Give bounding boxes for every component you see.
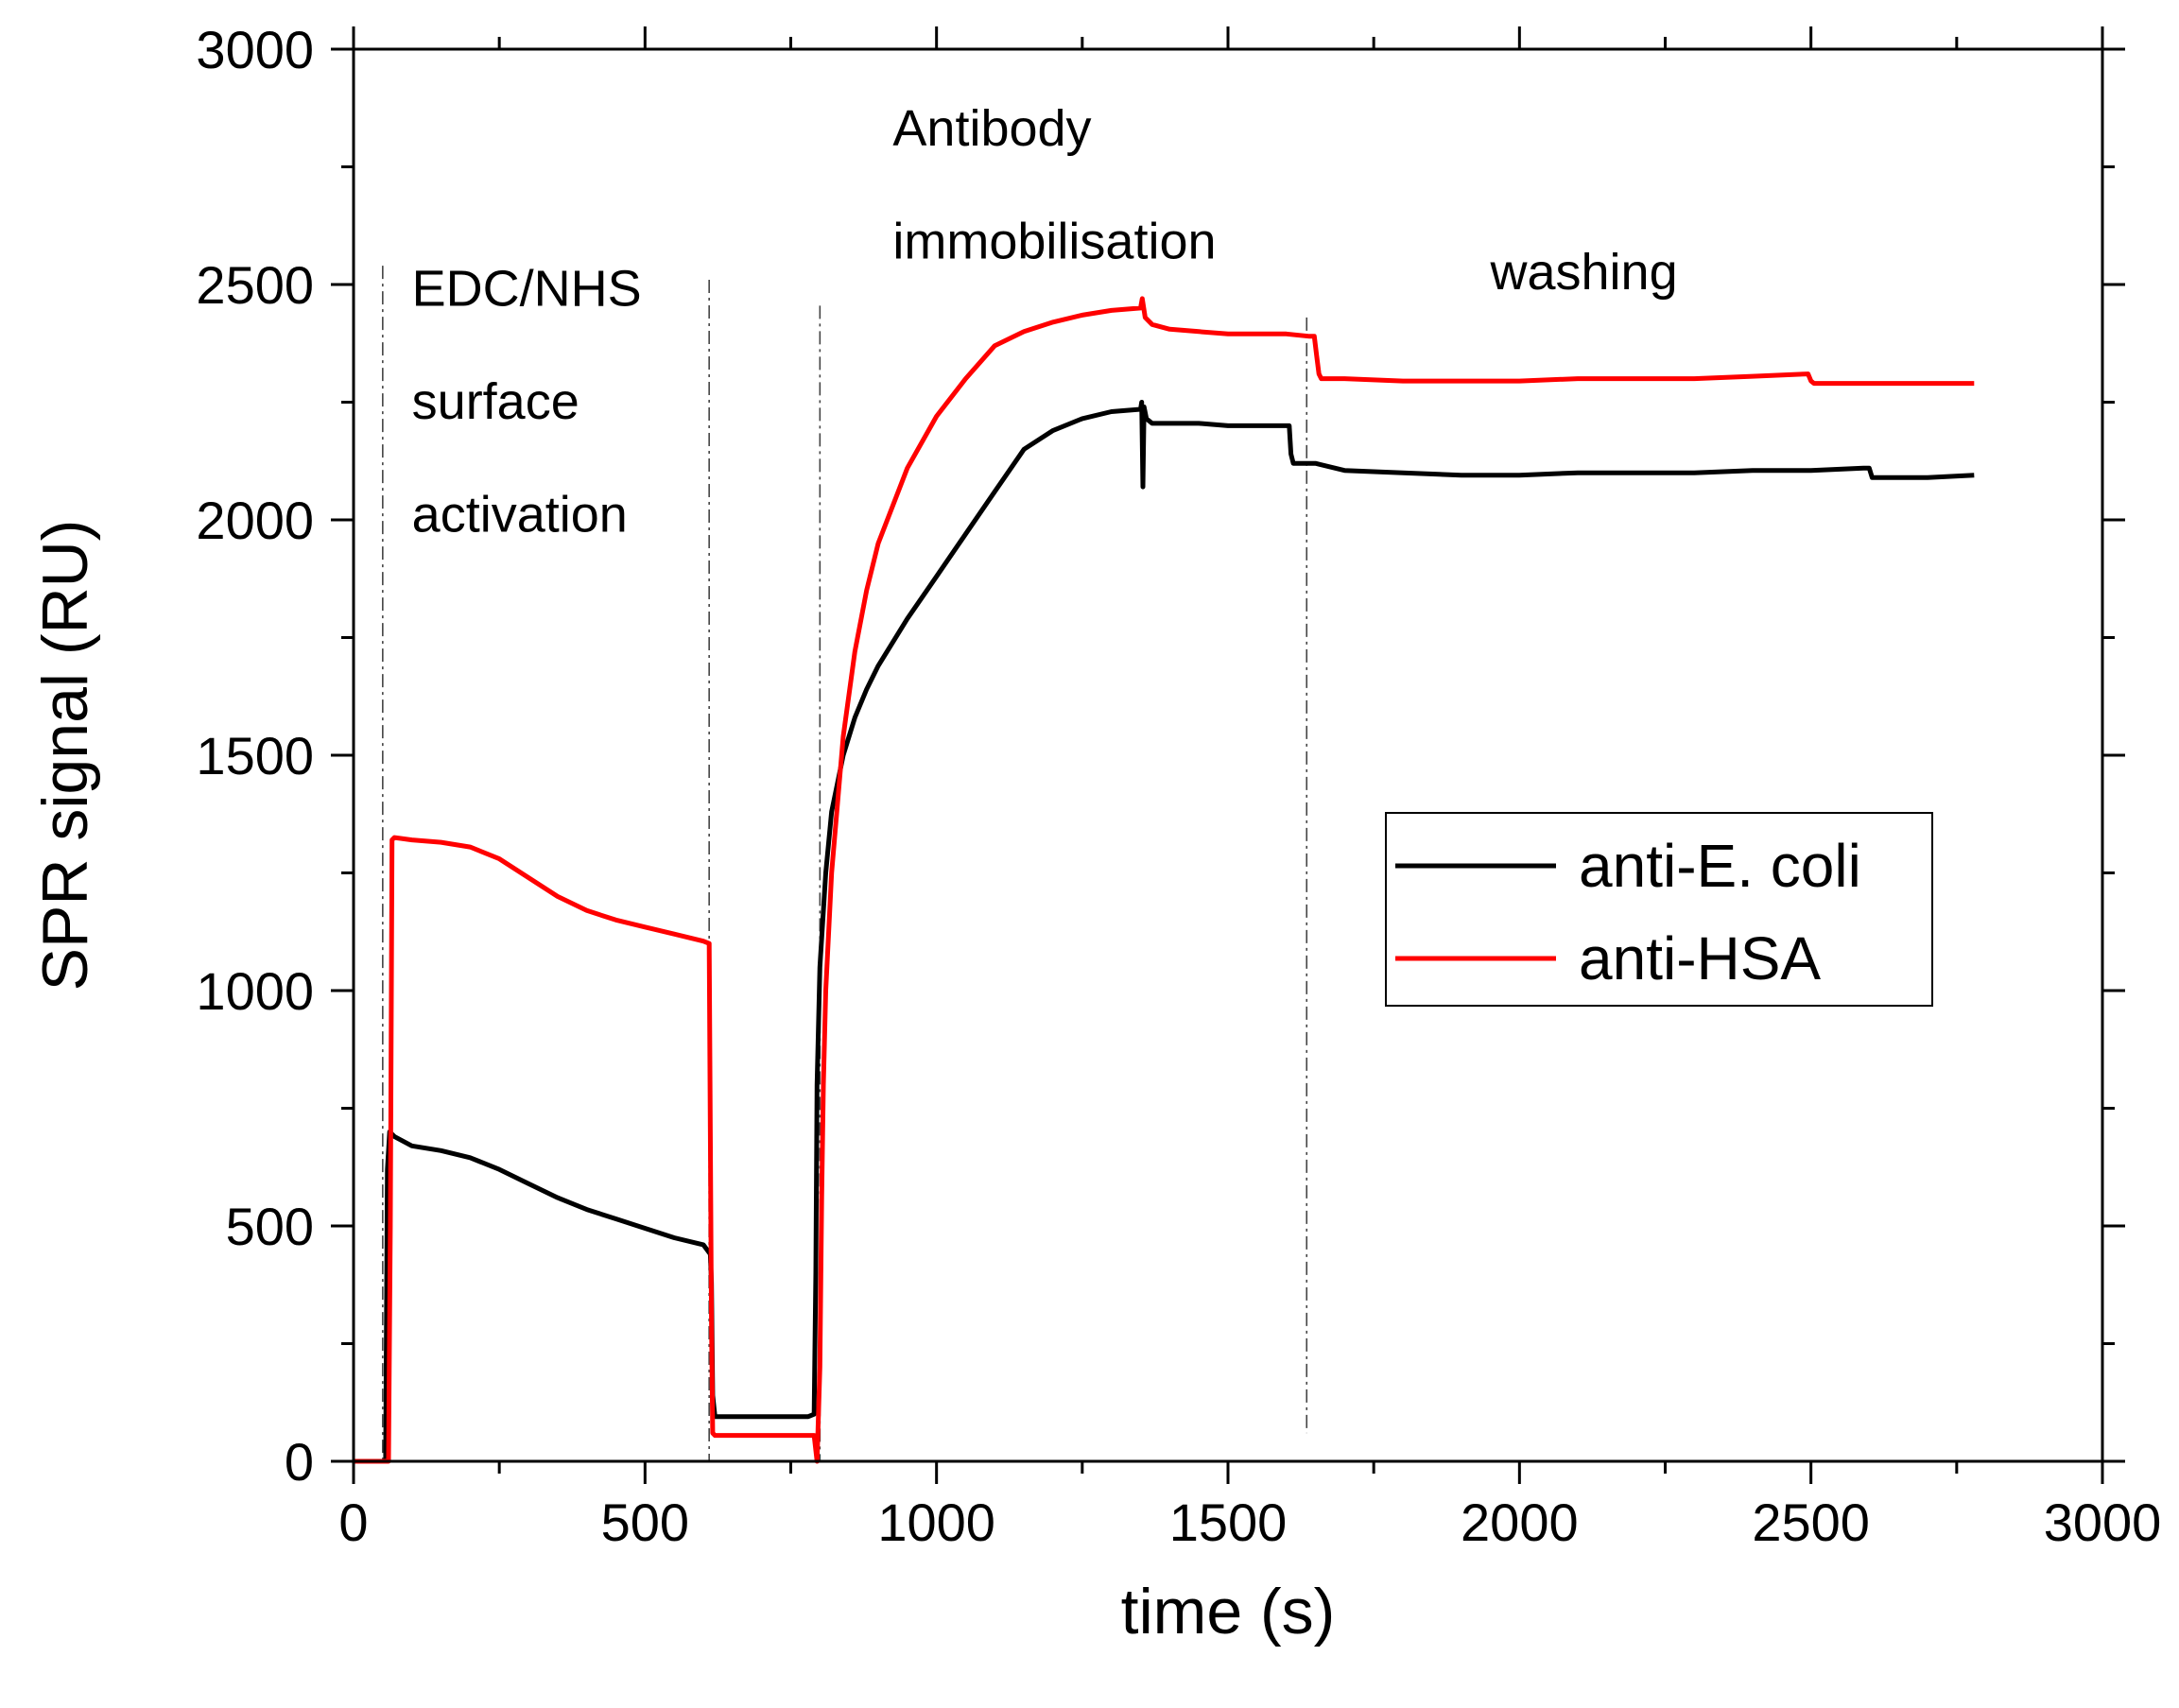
x-tick-label: 0 <box>338 1492 368 1552</box>
x-axis: 0 500 1000 1500 2000 2500 3000 <box>338 26 2161 1552</box>
legend: anti-E. coli anti-HSA <box>1385 812 1933 1007</box>
y-tick-label: 1000 <box>196 961 314 1021</box>
series-line-anti-e-coli <box>354 400 1975 1464</box>
y-axis: 0 500 1000 1500 2000 2500 3000 <box>196 20 2125 1492</box>
phase-boundary-lines <box>382 266 1308 1461</box>
x-tick-label: 500 <box>601 1492 689 1552</box>
y-tick-label: 2500 <box>196 255 314 315</box>
x-tick-label: 1000 <box>877 1492 995 1552</box>
x-tick-label: 1500 <box>1169 1492 1288 1552</box>
phase-annotation-text: activation <box>412 486 628 543</box>
y-axis-title: SPR signal (RU) <box>29 520 101 992</box>
y-tick-label: 2000 <box>196 491 314 550</box>
legend-label-anti-hsa: anti-HSA <box>1579 924 1821 992</box>
y-tick-label: 0 <box>285 1432 314 1492</box>
phase-annotation-text: immobilisation <box>892 214 1216 270</box>
x-tick-label: 2500 <box>1752 1492 1870 1552</box>
y-tick-label: 500 <box>226 1197 314 1256</box>
phase-annotation-text: EDC/NHS <box>412 260 642 317</box>
y-tick-label: 1500 <box>196 726 314 785</box>
x-tick-label: 3000 <box>2044 1492 2162 1552</box>
series-line-anti-hsa <box>354 296 1975 1464</box>
legend-label-anti-e-coli: anti-E. coli <box>1579 832 1861 900</box>
phase-annotations: EDC/NHS surface activation Antibody immobili… <box>412 100 1678 543</box>
legend-box <box>1385 812 1933 1007</box>
phase-annotation-text: Antibody <box>892 100 1091 157</box>
x-tick-label: 2000 <box>1461 1492 1579 1552</box>
series-layer <box>354 296 1975 1464</box>
phase-annotation-text: washing <box>1490 244 1678 301</box>
phase-annotation-text: surface <box>412 373 579 430</box>
y-tick-label: 3000 <box>196 20 314 79</box>
x-axis-title: time (s) <box>1121 1576 1336 1648</box>
